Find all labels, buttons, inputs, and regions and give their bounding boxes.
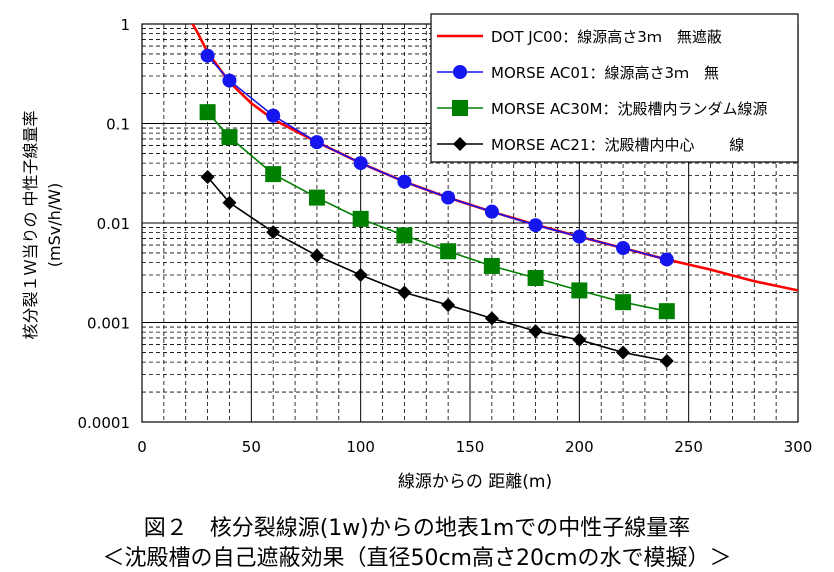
data-point xyxy=(353,156,368,171)
legend-entry: DOT JC00：線源高さ3ｍ 無遮蔽 xyxy=(437,28,722,46)
y-tick-label: 0.01 xyxy=(97,215,130,233)
data-point xyxy=(616,345,631,360)
data-point xyxy=(309,248,324,263)
data-point xyxy=(572,229,587,244)
y-tick-label: 1 xyxy=(120,16,130,34)
data-point xyxy=(308,189,325,206)
data-point xyxy=(352,210,369,227)
legend-label: MORSE AC30M：沈殿槽内ランダム線源 xyxy=(491,100,767,118)
x-tick-label: 200 xyxy=(565,438,594,456)
data-point xyxy=(200,169,215,184)
data-point xyxy=(221,129,238,146)
data-point xyxy=(658,303,675,320)
series-2 xyxy=(200,48,674,267)
x-tick-label: 100 xyxy=(346,438,375,456)
data-point xyxy=(397,174,412,189)
y-axis-label-line2: (mSv/h/W) xyxy=(45,183,64,267)
data-point xyxy=(616,241,631,256)
data-point xyxy=(452,100,468,116)
data-point xyxy=(396,227,413,244)
legend-label: MORSE AC21：沈殿槽内中心 線 xyxy=(491,136,744,154)
legend: DOT JC00：線源高さ3ｍ 無遮蔽 MORSE AC01：線源高さ3ｍ 無 MO… xyxy=(430,13,799,163)
data-point xyxy=(441,297,456,312)
x-tick-label: 150 xyxy=(456,438,485,456)
data-point xyxy=(265,166,282,183)
data-point xyxy=(266,225,281,240)
x-axis-label: 線源からの 距離(m) xyxy=(398,472,552,492)
data-point xyxy=(483,257,500,274)
legend-label: MORSE AC01：線源高さ3ｍ 無 xyxy=(491,64,719,82)
y-tick-label: 0.1 xyxy=(106,116,130,134)
series-line xyxy=(206,55,668,261)
data-point xyxy=(440,243,457,260)
data-point xyxy=(615,294,632,311)
data-point xyxy=(484,311,499,326)
series-3 xyxy=(199,104,675,320)
data-point xyxy=(571,282,588,299)
data-point xyxy=(397,285,412,300)
y-tick-label: 0.0001 xyxy=(78,414,131,432)
series-layer xyxy=(191,24,798,369)
data-point xyxy=(453,137,467,151)
data-point xyxy=(527,270,544,287)
y-tick-label: 0.001 xyxy=(87,315,130,333)
x-tick-label: 250 xyxy=(674,438,703,456)
data-point xyxy=(309,135,324,150)
data-point xyxy=(441,190,456,205)
data-point xyxy=(528,218,543,233)
y-axis-label-line1: 核分裂１Ｗ当りの 中性子線量率 xyxy=(21,110,40,339)
data-point xyxy=(453,65,467,79)
data-point xyxy=(222,73,237,88)
legend-label: DOT JC00：線源高さ3ｍ 無遮蔽 xyxy=(491,28,722,46)
data-point xyxy=(484,204,499,219)
legend-entry: MORSE AC01：線源高さ3ｍ 無 xyxy=(437,64,719,82)
data-point xyxy=(199,104,216,121)
x-tick-label: 300 xyxy=(784,438,813,456)
neutron-dose-rate-chart: 0 50 100 150 200 250 300 0.0001 0.001 0.01 0.1 1 DO… xyxy=(21,13,813,492)
legend-entry: MORSE AC21：沈殿槽内中心 線 xyxy=(437,136,744,154)
data-point xyxy=(528,324,543,339)
legend-box xyxy=(430,13,799,163)
data-point xyxy=(353,268,368,283)
data-point xyxy=(659,252,674,267)
x-tick-label: 0 xyxy=(137,438,147,456)
data-point xyxy=(200,48,215,63)
x-tick-label: 50 xyxy=(242,438,261,456)
figure-caption: 図２ 核分裂線源(1w)からの地表1mでの中性子線量率 xyxy=(143,516,691,541)
series-4 xyxy=(200,169,674,369)
data-point xyxy=(659,354,674,369)
data-point xyxy=(572,332,587,347)
data-point xyxy=(222,195,237,210)
figure-subcaption: ＜沈殿槽の自己遮蔽効果（直径50cm高さ20cmの水で模擬）＞ xyxy=(102,546,732,571)
data-point xyxy=(266,108,281,123)
legend-entry: MORSE AC30M：沈殿槽内ランダム線源 xyxy=(437,100,767,118)
series-line xyxy=(206,176,667,362)
